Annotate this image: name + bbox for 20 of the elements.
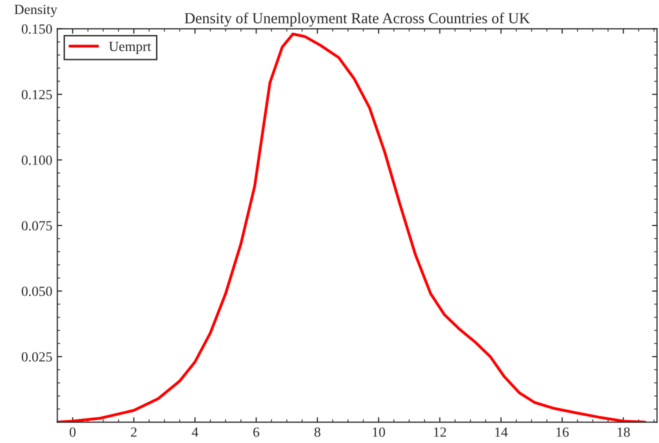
x-tick-label: 0 — [70, 427, 76, 437]
y-tick-label: 0.100 — [22, 156, 52, 165]
x-tick-label: 6 — [253, 427, 260, 437]
y-axis-title: Density — [14, 4, 58, 17]
y-tick-label: 0.025 — [22, 352, 52, 362]
y-tick-label: 0.050 — [22, 286, 52, 296]
line-series — [57, 32, 646, 422]
x-tick-label: 16 — [556, 427, 569, 437]
y-tick-label: 0.125 — [22, 90, 52, 100]
chart-title: Density of Unemployment Rate Across Countries of UK — [184, 12, 530, 27]
legend-label: Uemprt — [109, 42, 152, 54]
y-tick-label: 0.075 — [22, 221, 52, 231]
x-tick-label: 8 — [314, 427, 320, 437]
x-tick-label: 4 — [192, 428, 198, 437]
x-tick-label: 10 — [372, 427, 386, 437]
x-tick-label: 14 — [495, 428, 508, 437]
x-tick-label: 2 — [130, 427, 137, 437]
x-tick-label: 18 — [618, 427, 630, 437]
y-tick-label: 0.150 — [22, 24, 52, 34]
x-tick-label: 12 — [434, 427, 446, 437]
